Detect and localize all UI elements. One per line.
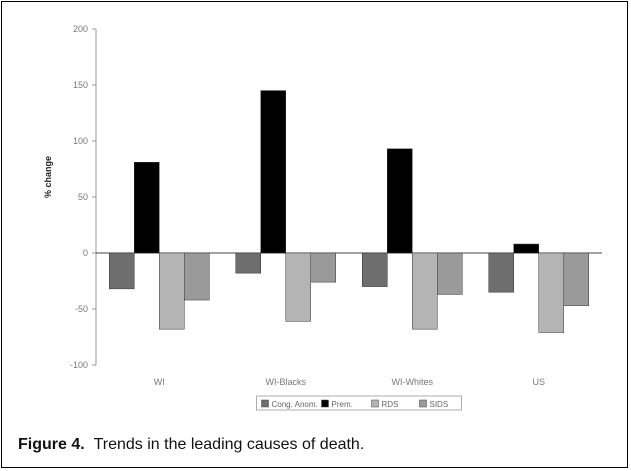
bar bbox=[513, 243, 539, 254]
legend-box bbox=[256, 395, 462, 411]
y-tick-label: 0 bbox=[83, 248, 88, 258]
bar bbox=[437, 252, 463, 295]
x-category-label: WI-Blacks bbox=[266, 377, 307, 387]
y-tick-label: 50 bbox=[78, 192, 88, 202]
bar bbox=[362, 252, 388, 287]
y-tick-label: -100 bbox=[70, 360, 88, 370]
bar bbox=[285, 252, 311, 322]
caption-text: Trends in the leading causes of death. bbox=[93, 436, 365, 453]
bar bbox=[109, 252, 135, 290]
bar bbox=[563, 252, 589, 306]
legend-label: Cong. Anom. bbox=[272, 400, 318, 409]
bar bbox=[310, 252, 336, 283]
bar bbox=[159, 252, 185, 330]
chart-labels: 200 150 100 50 0 -50 -100 % change WI WI-Blacks WI… bbox=[43, 24, 545, 387]
legend-swatch bbox=[261, 399, 269, 408]
legend-label: RDS bbox=[382, 400, 399, 409]
bar bbox=[184, 252, 210, 301]
chart-bars bbox=[109, 90, 589, 333]
figure-caption: Figure 4. Trends in the leading causes o… bbox=[18, 436, 364, 454]
y-tick-label: 150 bbox=[73, 80, 88, 90]
bar-chart: 200 150 100 50 0 -50 -100 % change WI WI-Blacks WI… bbox=[43, 24, 602, 411]
x-category-label: US bbox=[532, 377, 545, 387]
y-tick-label: 100 bbox=[73, 136, 88, 146]
bar bbox=[235, 252, 261, 274]
y-tick-label: -50 bbox=[75, 304, 88, 314]
legend-swatch bbox=[371, 399, 379, 408]
chart-legend: Cong. Anom. Prem. RDS SIDS bbox=[256, 395, 462, 411]
bar bbox=[488, 252, 514, 293]
bar bbox=[134, 162, 160, 254]
bar bbox=[538, 252, 564, 333]
y-tick-label: 200 bbox=[73, 24, 88, 34]
legend-swatch bbox=[321, 399, 329, 408]
bar bbox=[260, 90, 286, 254]
legend-label: SIDS bbox=[430, 400, 449, 409]
bar bbox=[412, 252, 438, 330]
bar bbox=[387, 148, 413, 254]
caption-label: Figure 4. bbox=[18, 436, 85, 453]
x-category-label: WI-Whites bbox=[392, 377, 434, 387]
y-axis-title: % change bbox=[43, 156, 53, 198]
legend-label: Prem. bbox=[332, 400, 353, 409]
legend-swatch bbox=[419, 399, 427, 408]
x-category-label: WI bbox=[154, 377, 165, 387]
